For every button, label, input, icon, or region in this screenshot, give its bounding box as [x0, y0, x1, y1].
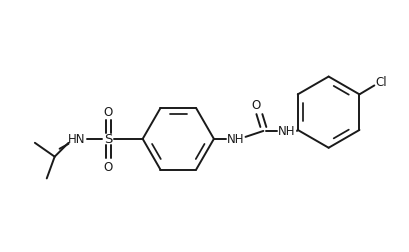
Text: HN: HN [67, 133, 85, 146]
Text: O: O [103, 161, 113, 173]
Text: NH: NH [227, 133, 245, 146]
Text: NH: NH [279, 125, 296, 138]
Text: O: O [103, 105, 113, 118]
Text: Cl: Cl [375, 76, 387, 89]
Text: O: O [252, 98, 261, 111]
Text: S: S [104, 133, 112, 146]
